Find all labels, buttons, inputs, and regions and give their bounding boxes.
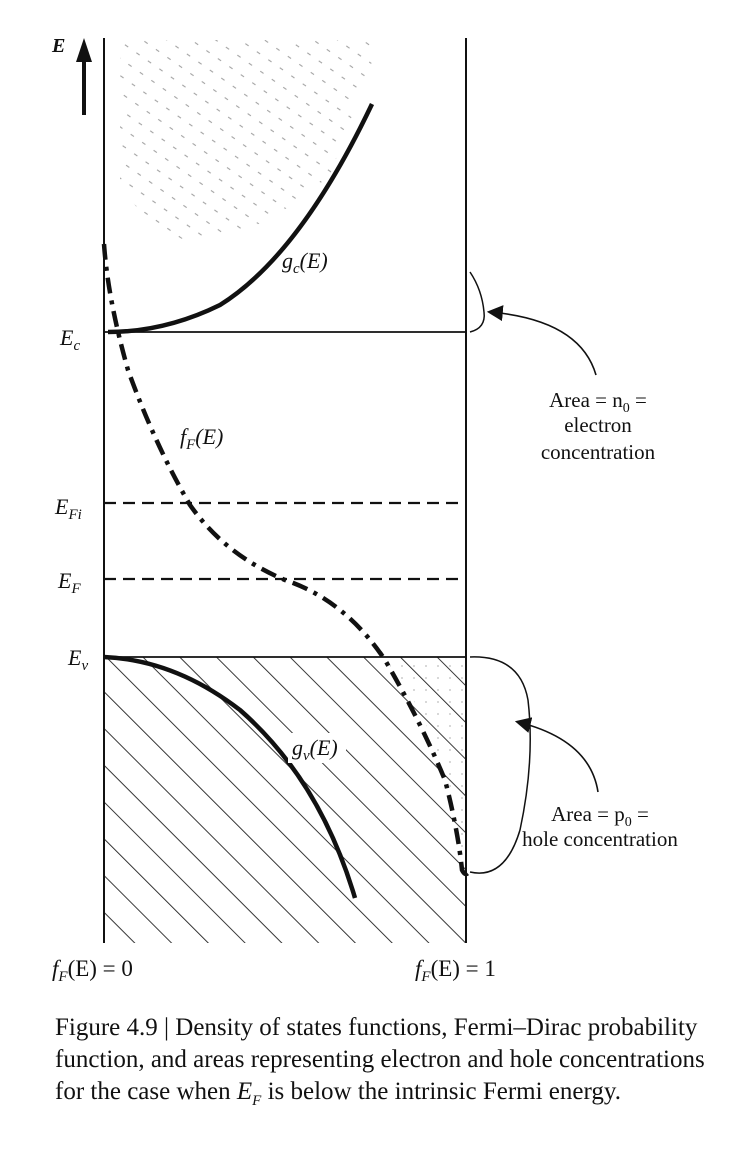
electron-area-line3: concentration bbox=[541, 440, 656, 464]
bottom-left-label: fF(E) = 0 bbox=[52, 956, 133, 985]
hole-area-pointer bbox=[514, 717, 599, 793]
gc-label: gc(E) bbox=[282, 248, 328, 277]
electron-area-pointer bbox=[486, 305, 597, 376]
hole-area-bracket bbox=[469, 656, 531, 874]
caption-symbol: E bbox=[236, 1078, 253, 1105]
electron-area-bracket bbox=[469, 271, 485, 333]
gc-curve bbox=[107, 103, 375, 335]
gv-label: gv(E) bbox=[292, 735, 338, 764]
figure-caption: Figure 4.9 | Density of states functions… bbox=[55, 1012, 705, 1117]
electron-area-line2: electron bbox=[564, 413, 632, 437]
ec-label: Ec bbox=[59, 325, 80, 354]
gv-label-backdrop bbox=[288, 733, 346, 763]
caption-suffix: is below the intrinsic Fermi energy. bbox=[261, 1078, 621, 1105]
energy-axis-label: E bbox=[51, 35, 65, 57]
caption-symbol-sub: F bbox=[252, 1093, 262, 1109]
electron-dotted-region bbox=[120, 40, 380, 241]
hole-area-line1: Area = p0 = bbox=[551, 802, 649, 830]
ff-curve bbox=[101, 243, 473, 877]
efi-label: EFi bbox=[54, 494, 82, 523]
hole-dotted-region bbox=[385, 660, 466, 870]
gv-curve bbox=[103, 654, 358, 899]
valence-hatch-region bbox=[104, 657, 466, 943]
ev-label: Ev bbox=[67, 645, 88, 674]
caption-prefix: Figure 4.9 | Density of states functions… bbox=[55, 1014, 705, 1105]
energy-arrow bbox=[76, 38, 92, 115]
ef-label: EF bbox=[57, 568, 81, 597]
ff-label: fF(E) bbox=[180, 424, 223, 453]
hole-area-line2: hole concentration bbox=[522, 827, 678, 851]
electron-area-line1: Area = n0 = bbox=[549, 388, 647, 416]
bottom-right-label: fF(E) = 1 bbox=[415, 956, 496, 985]
